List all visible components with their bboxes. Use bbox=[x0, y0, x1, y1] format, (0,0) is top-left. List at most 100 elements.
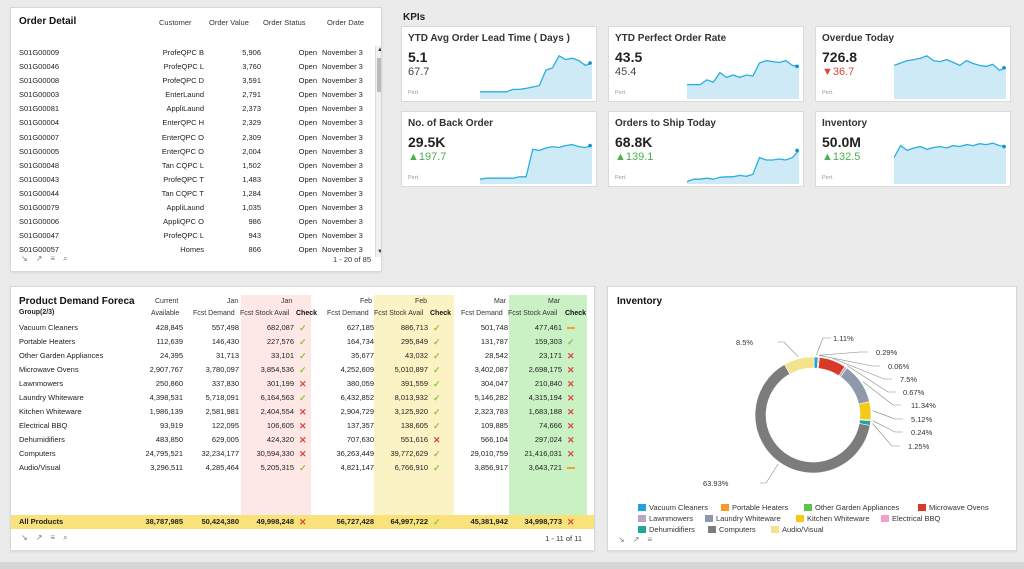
kpi-sparkline bbox=[480, 143, 592, 184]
order-status: Open bbox=[298, 118, 317, 128]
kpi-card[interactable]: Orders to Ship Today 68.8K ▲139.1 Pert. bbox=[608, 111, 804, 187]
cell-ms: 74,666 bbox=[539, 421, 562, 430]
cell-avail: 428,845 bbox=[155, 323, 183, 332]
cell-md: 5,146,282 bbox=[474, 393, 508, 402]
table-row[interactable]: Laundry Whiteware 4,398,531 5,718,091 6,164… bbox=[11, 391, 594, 405]
table-row[interactable]: Electrical BBQ 93,919 122,095 106,605 137,35… bbox=[11, 419, 594, 433]
table-row[interactable]: S01G00046 ProfeQPC L 3,760 Open November 3 bbox=[11, 60, 381, 74]
collapse-icon[interactable]: ↘ bbox=[21, 533, 28, 542]
kpi-card[interactable]: YTD Avg Order Lead Time ( Days ) 5.1 67.7 P… bbox=[401, 26, 597, 102]
legend-item[interactable]: Dehumidifiers bbox=[638, 525, 695, 534]
col-order-value[interactable]: Order Value bbox=[209, 18, 249, 27]
cell-md: 3,856,917 bbox=[474, 463, 508, 472]
legend-item[interactable]: Laundry Whiteware bbox=[705, 514, 781, 523]
table-row[interactable]: Computers 24,795,521 32,234,177 30,594,330 3… bbox=[11, 447, 594, 461]
scroll-up-icon[interactable]: ▲ bbox=[376, 46, 381, 55]
kpi-card[interactable]: YTD Perfect Order Rate 43.5 45.4 Pert. bbox=[608, 26, 804, 102]
zoom-icon[interactable]: ⌕ bbox=[63, 533, 68, 542]
cell-avail: 2,907,767 bbox=[149, 365, 183, 374]
col-customer[interactable]: Customer bbox=[159, 18, 192, 27]
check-ok-icon: ✓ bbox=[299, 337, 307, 347]
pie-slice[interactable] bbox=[840, 367, 870, 405]
menu-icon[interactable]: ≡ bbox=[50, 254, 56, 263]
table-row[interactable]: S01G00044 Tan CQPC T 1,284 Open November 3 bbox=[11, 187, 381, 201]
legend-item[interactable]: Vacuum Cleaners bbox=[638, 503, 708, 512]
scroll-thumb[interactable] bbox=[377, 58, 381, 92]
check-fail-icon: ✕ bbox=[299, 435, 307, 445]
table-row[interactable]: S01G00007 EnterQPC O 2,309 Open November 3 bbox=[11, 131, 381, 145]
table-row[interactable]: S01G00003 EnterLaund 2,791 Open November 3 bbox=[11, 88, 381, 102]
kpi-card[interactable]: Overdue Today 726.8 ▼36.7 Pert. bbox=[815, 26, 1011, 102]
cell-fs: 64,997,722 bbox=[390, 517, 428, 526]
sparkline-line bbox=[480, 143, 592, 180]
legend-item[interactable]: Other Garden Appliances bbox=[804, 503, 899, 512]
table-row[interactable]: Portable Heaters 112,639 146,430 227,576 164… bbox=[11, 335, 594, 349]
table-row[interactable]: Dehumidifiers 483,850 629,005 424,320 707,63… bbox=[11, 433, 594, 447]
kpi-pert-label: Pert. bbox=[408, 175, 420, 181]
expand-icon[interactable]: ↗ bbox=[632, 535, 640, 544]
kpi-title: Inventory bbox=[822, 118, 868, 129]
legend-item[interactable]: Lawnmowers bbox=[638, 514, 693, 523]
inventory-title: Inventory bbox=[617, 296, 663, 307]
table-row[interactable]: Microwave Ovens 2,907,767 3,780,097 3,854,5… bbox=[11, 363, 594, 377]
table-row[interactable]: S01G00004 EnterQPC H 2,329 Open November 3 bbox=[11, 116, 381, 130]
table-row[interactable]: Kitchen Whiteware 1,986,139 2,581,981 2,404… bbox=[11, 405, 594, 419]
pie-slice[interactable] bbox=[784, 356, 815, 375]
legend-item[interactable]: Portable Heaters bbox=[721, 503, 788, 512]
collapse-icon[interactable]: ↘ bbox=[21, 254, 28, 263]
group-indicator[interactable]: Group(2/3) bbox=[19, 309, 55, 316]
product-name: Portable Heaters bbox=[19, 337, 76, 346]
table-row[interactable]: Other Garden Appliances 24,395 31,713 33,10… bbox=[11, 349, 594, 363]
legend-item[interactable]: Electrical BBQ bbox=[881, 514, 940, 523]
legend-swatch bbox=[881, 515, 889, 522]
cell-md: 131,787 bbox=[480, 337, 508, 346]
order-customer: AppliLaund bbox=[166, 203, 204, 213]
collapse-icon[interactable]: ↘ bbox=[618, 535, 625, 544]
legend-item[interactable]: Computers bbox=[708, 525, 756, 534]
order-id: S01G00008 bbox=[19, 76, 60, 86]
cell-js: 2,404,554 bbox=[260, 407, 294, 416]
cell-ms: 21,416,031 bbox=[524, 449, 562, 458]
menu-icon[interactable]: ≡ bbox=[647, 535, 653, 544]
kpi-card[interactable]: No. of Back Order 29.5K ▲197.7 Pert. bbox=[401, 111, 597, 187]
zoom-icon[interactable]: ⌕ bbox=[63, 254, 68, 263]
order-id: S01G00009 bbox=[19, 48, 60, 57]
scroll-down-icon[interactable]: ▼ bbox=[376, 248, 381, 257]
expand-icon[interactable]: ↗ bbox=[35, 254, 43, 263]
legend-item[interactable]: Kitchen Whiteware bbox=[796, 514, 870, 523]
cell-fs: 6,766,910 bbox=[394, 463, 428, 472]
table-row[interactable]: S01G00043 ProfeQPC T 1,483 Open November 3 bbox=[11, 173, 381, 187]
table-row[interactable]: S01G00009 ProfeQPC B 5,906 Open November 3 bbox=[11, 46, 381, 60]
menu-icon[interactable]: ≡ bbox=[50, 533, 56, 542]
order-id: S01G00005 bbox=[19, 146, 60, 156]
table-row[interactable]: S01G00079 AppliLaund 1,035 Open November 3 bbox=[11, 201, 381, 215]
cell-fs: 295,849 bbox=[400, 337, 428, 346]
order-status: Open bbox=[298, 188, 317, 198]
table-row[interactable]: Vacuum Cleaners 428,845 557,498 682,087 627,… bbox=[11, 321, 594, 335]
order-scrollbar[interactable]: ▲ ▼ bbox=[375, 46, 381, 257]
table-row[interactable]: S01G00006 AppliQPC O 986 Open November 3 bbox=[11, 215, 381, 229]
col-order-date[interactable]: Order Date bbox=[327, 18, 365, 27]
sparkline-area bbox=[894, 55, 1006, 99]
legend-item[interactable]: Audio/Visual bbox=[771, 525, 824, 534]
table-row[interactable]: S01G00008 ProfeQPC D 3,591 Open November 3 bbox=[11, 74, 381, 88]
expand-icon[interactable]: ↗ bbox=[35, 533, 43, 542]
table-row[interactable]: Audio/Visual 3,296,511 4,285,464 5,205,315 4… bbox=[11, 461, 594, 475]
table-row[interactable]: S01G00047 ProfeQPC L 943 Open November 3 bbox=[11, 229, 381, 243]
table-row[interactable]: Lawnmowers 250,860 337,830 301,199 380,059 39… bbox=[11, 377, 594, 391]
table-row[interactable]: S01G00057 Homes 866 Open November 3 bbox=[11, 243, 381, 257]
cell-avail: 24,795,521 bbox=[145, 449, 183, 458]
cell-avail: 483,850 bbox=[155, 435, 183, 444]
pie-slice[interactable] bbox=[858, 401, 872, 421]
col-order-status[interactable]: Order Status bbox=[263, 18, 306, 27]
order-value: 3,760 bbox=[242, 62, 261, 72]
cell-js: 227,576 bbox=[266, 337, 294, 346]
order-date: November 3 bbox=[322, 118, 363, 128]
legend-label: Audio/Visual bbox=[782, 525, 824, 534]
table-row[interactable]: S01G00005 EnterQPC O 2,004 Open November 3 bbox=[11, 145, 381, 159]
table-row[interactable]: S01G00081 AppliLaund 2,373 Open November 3 bbox=[11, 102, 381, 116]
check-ok-icon: ✓ bbox=[433, 463, 441, 473]
kpi-card[interactable]: Inventory 50.0M ▲132.5 Pert. bbox=[815, 111, 1011, 187]
table-row[interactable]: S01G00048 Tan CQPC L 1,502 Open November 3 bbox=[11, 159, 381, 173]
legend-item[interactable]: Microwave Ovens bbox=[918, 503, 989, 512]
